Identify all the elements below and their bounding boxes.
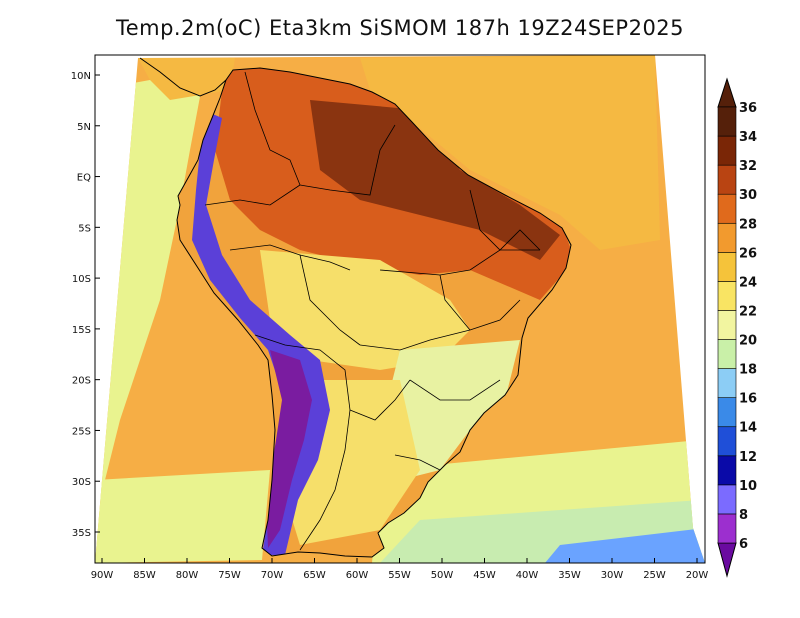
lat-tick-label: EQ — [77, 173, 91, 184]
colorbar-swatch — [718, 281, 736, 310]
colorbar-swatch — [718, 427, 736, 456]
lon-tick-label: 35W — [558, 570, 581, 581]
colorbar-max-arrow — [718, 79, 736, 107]
colorbar: 6 8 10 12 14 16 18 20 22 24 26 28 30 32 34 36 — [718, 79, 757, 576]
colorbar-level-label: 20 — [739, 334, 757, 349]
colorbar-level-label: 16 — [739, 392, 757, 407]
colorbar-level-label: 10 — [739, 479, 757, 494]
colorbar-level-label: 22 — [739, 304, 757, 319]
lat-tick-label: 20S — [72, 376, 91, 387]
lat-tick-label: 15S — [72, 325, 91, 336]
lon-tick-label: 90W — [91, 570, 114, 581]
colorbar-swatch — [718, 485, 736, 514]
lon-tick-label: 20W — [686, 570, 709, 581]
colorbar-level-label: 28 — [739, 217, 757, 232]
lon-tick-label: 45W — [473, 570, 496, 581]
lon-tick-label: 40W — [516, 570, 539, 581]
lon-tick-label: 70W — [261, 570, 284, 581]
temperature-map: 90W 85W 80W 75W 70W 65W 60W 55W 50W 45W 40W 35W 30W 2… — [0, 0, 800, 618]
lon-tick-label: 75W — [218, 570, 241, 581]
colorbar-level-label: 36 — [739, 101, 757, 116]
colorbar-swatch — [718, 514, 736, 543]
colorbar-level-label: 6 — [739, 537, 748, 552]
ocean-pacific-south — [95, 470, 270, 563]
colorbar-swatch — [718, 456, 736, 485]
colorbar-swatch — [718, 194, 736, 223]
lon-tick-label: 80W — [176, 570, 199, 581]
lat-tick-label: 5S — [78, 223, 91, 234]
colorbar-level-label: 24 — [739, 275, 757, 290]
lat-tick-label: 10S — [72, 274, 91, 285]
colorbar-swatch — [718, 310, 736, 339]
colorbar-swatch — [718, 398, 736, 427]
lon-tick-label: 60W — [346, 570, 369, 581]
lon-tick-label: 25W — [643, 570, 666, 581]
lat-tick-label: 35S — [72, 528, 91, 539]
lon-tick-label: 55W — [388, 570, 411, 581]
colorbar-swatch — [718, 107, 736, 136]
colorbar-swatch — [718, 369, 736, 398]
lat-tick-label: 30S — [72, 477, 91, 488]
lon-tick-label: 85W — [133, 570, 156, 581]
colorbar-level-label: 34 — [739, 130, 757, 145]
colorbar-level-label: 26 — [739, 246, 757, 261]
colorbar-swatch — [718, 252, 736, 281]
lon-tick-label: 50W — [431, 570, 454, 581]
colorbar-level-label: 14 — [739, 421, 757, 436]
colorbar-level-label: 30 — [739, 188, 757, 203]
colorbar-level-label: 8 — [739, 508, 748, 523]
colorbar-swatch — [718, 165, 736, 194]
colorbar-swatch — [718, 136, 736, 165]
lon-tick-label: 30W — [601, 570, 624, 581]
lat-tick-label: 10N — [71, 71, 91, 82]
lat-tick-label: 5N — [77, 122, 91, 133]
colorbar-min-arrow — [718, 543, 736, 576]
colorbar-level-label: 18 — [739, 363, 757, 378]
colorbar-swatch — [718, 223, 736, 252]
colorbar-level-label: 12 — [739, 450, 757, 465]
latitude-axis: 10N 5N EQ 5S 10S 15S 20S 25S 30S 35S — [71, 71, 100, 539]
colorbar-swatch — [718, 340, 736, 369]
colorbar-level-label: 32 — [739, 159, 757, 174]
lon-tick-label: 65W — [303, 570, 326, 581]
lat-tick-label: 25S — [72, 426, 91, 437]
